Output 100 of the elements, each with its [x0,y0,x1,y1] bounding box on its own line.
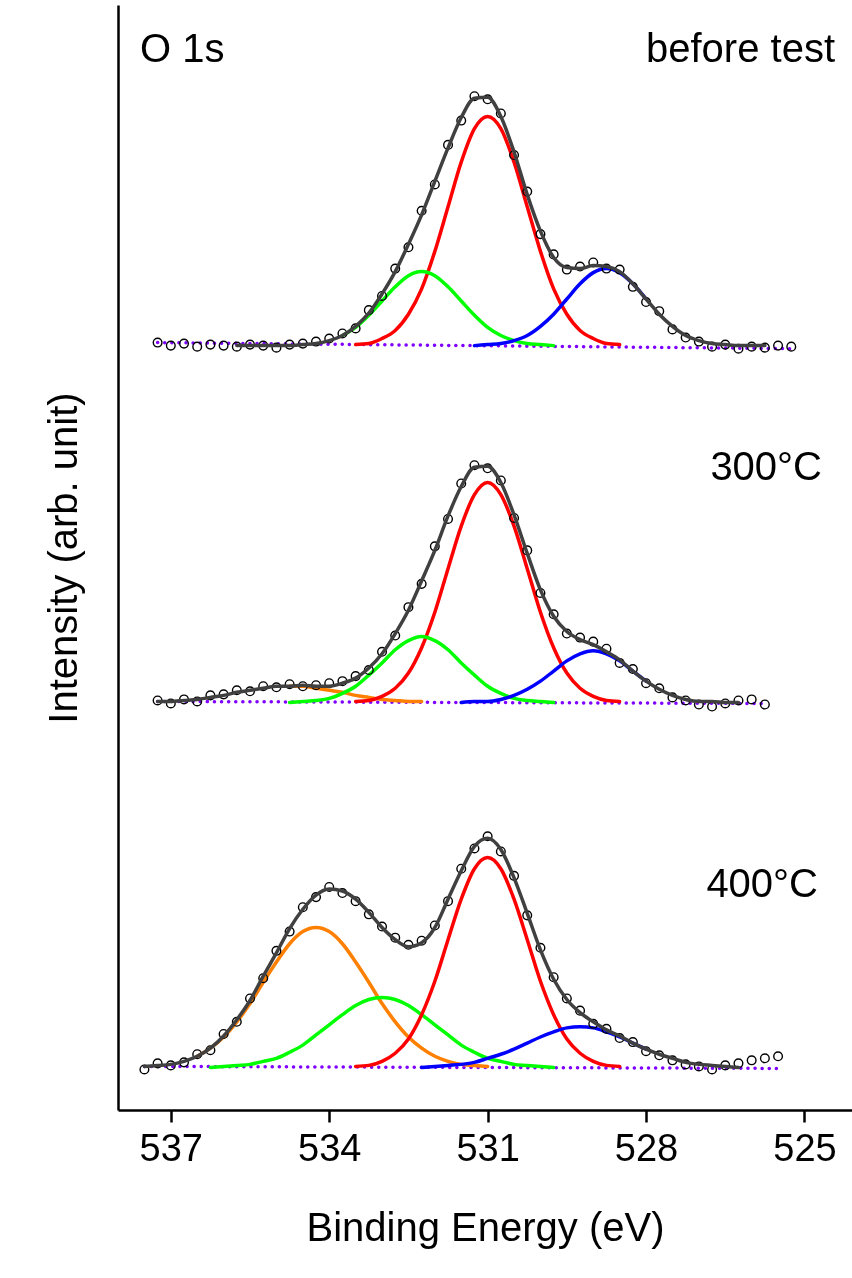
point [654,683,665,694]
point [509,870,520,881]
point [773,340,784,351]
point [403,242,414,253]
annotation: 300°C [710,444,822,488]
point [178,338,190,349]
point [337,676,348,687]
point [548,972,559,983]
point [363,305,374,316]
point [205,690,216,701]
point [443,139,454,150]
point [522,186,533,197]
point [390,263,401,274]
point [720,1060,731,1071]
point [218,1028,229,1039]
point [152,1058,163,1069]
point [720,698,731,709]
point [667,692,678,703]
point [759,699,770,710]
point [310,892,322,903]
point [297,338,308,349]
point [192,696,203,707]
point [680,1059,691,1070]
point [192,1049,203,1060]
point [258,681,269,692]
point [733,1058,744,1069]
point [561,993,572,1004]
point [416,578,427,589]
point [337,888,348,899]
point [271,945,282,956]
point [178,1057,190,1068]
point [561,264,572,275]
point [654,1050,665,1061]
point [495,108,506,119]
point [429,541,440,552]
point [614,1033,625,1044]
point [218,340,229,351]
point [548,609,559,620]
point [192,341,203,352]
point [482,831,493,842]
point [284,679,295,690]
point [680,695,691,706]
point [601,1023,612,1034]
point [231,341,242,352]
point [588,1018,599,1029]
point [575,261,586,272]
text: before test [645,26,835,70]
point [469,91,480,102]
point [680,332,691,343]
point [377,646,388,657]
x-axis-title: Binding Energy (eV) [306,1204,665,1249]
point [429,920,440,931]
point [310,680,322,691]
point [641,678,652,689]
point [456,863,467,874]
x-tick-label: 528 [614,1126,679,1169]
point [522,910,533,921]
point [416,935,427,946]
point [152,695,163,706]
point [350,323,361,334]
point [403,939,414,950]
point [746,1055,757,1066]
point [205,339,216,350]
point [152,337,163,348]
point [601,263,612,274]
point [139,1064,150,1075]
point [627,663,638,675]
x-tick-label: 525 [773,1126,837,1169]
point [310,336,322,347]
point [654,306,665,317]
point [627,281,638,292]
point [337,328,348,339]
x-tick-label: 531 [456,1126,520,1169]
point [509,150,520,161]
point [231,685,242,696]
point [456,478,467,489]
point [588,636,599,647]
point [165,340,176,351]
point [641,1046,652,1057]
point [693,1061,704,1072]
point [667,1055,678,1066]
point [297,681,308,692]
point [443,513,454,524]
point [641,297,652,308]
point [535,229,546,240]
point [456,115,467,126]
point [244,686,256,697]
point [693,336,704,347]
point [350,671,361,682]
x-tick-label: 534 [298,1126,362,1169]
point [271,342,282,353]
point [271,682,282,693]
point [324,333,335,344]
point [522,545,533,556]
point [429,179,440,190]
point [495,475,506,486]
point [469,843,480,854]
point [244,993,256,1004]
point [390,932,401,943]
point [548,249,559,260]
